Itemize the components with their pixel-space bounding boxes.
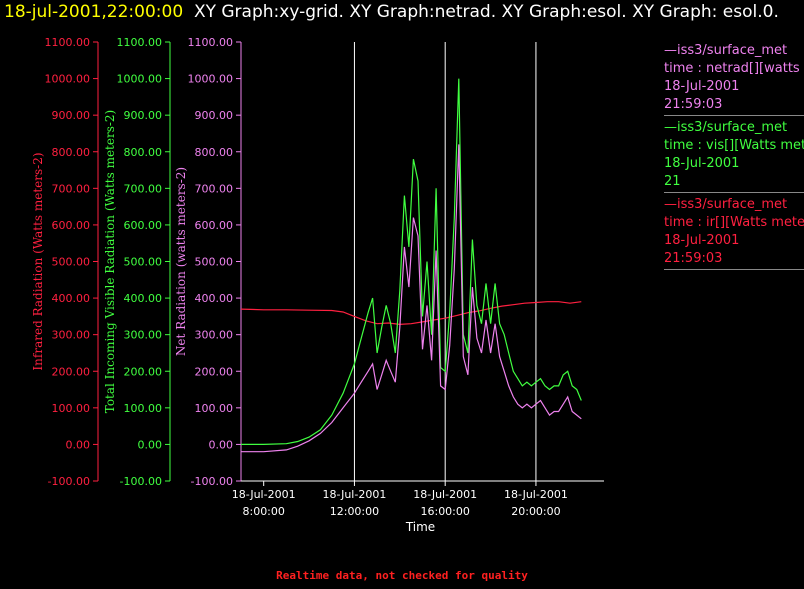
y-tick-label: 300.00 — [124, 329, 163, 342]
x-axis-title: Time — [405, 520, 435, 534]
y-tick-label: 900.00 — [52, 109, 91, 122]
series-line-vis — [241, 78, 582, 445]
y-tick-label: 500.00 — [195, 256, 234, 269]
y-tick-label: 600.00 — [52, 219, 91, 232]
y-tick-label: 1100.00 — [45, 36, 91, 49]
y-tick-label: 200.00 — [124, 365, 163, 378]
y-tick-label: 100.00 — [52, 402, 91, 415]
header-timestamp: 18-jul-2001,22:00:00 — [4, 2, 184, 22]
y-tick-label: 800.00 — [52, 146, 91, 159]
y-axis-title: Infrared Radiation (Watts meters-2) — [31, 152, 45, 370]
y-tick-label: 800.00 — [124, 146, 163, 159]
legend-time: 21:59:03 — [664, 251, 723, 266]
y-tick-label: 500.00 — [52, 256, 91, 269]
legend-date: 18-Jul-2001 — [664, 79, 740, 94]
y-tick-label: 700.00 — [124, 182, 163, 195]
legend-date: 18-Jul-2001 — [664, 156, 740, 171]
x-tick-date: 18-Jul-2001 — [232, 488, 296, 501]
y-tick-label: 0.00 — [138, 438, 163, 451]
x-tick-date: 18-Jul-2001 — [413, 488, 477, 501]
y-tick-label: 900.00 — [124, 109, 163, 122]
y-tick-label: 1000.00 — [45, 73, 91, 86]
series-line-net — [241, 144, 582, 453]
header-graph-list: XY Graph:xy-grid. XY Graph:netrad. XY Gr… — [193, 2, 779, 22]
legend-source: —iss3/surface_met — [664, 120, 788, 135]
y-tick-label: -100.00 — [191, 475, 233, 488]
y-tick-label: 0.00 — [209, 438, 234, 451]
y-tick-label: 200.00 — [195, 365, 234, 378]
y-axis-title: Net Radiation (watts meters-2) — [174, 167, 188, 356]
y-tick-label: 500.00 — [124, 256, 163, 269]
legend-field: time : ir[][Watts meters-2] — [664, 215, 804, 230]
y-tick-label: 300.00 — [52, 329, 91, 342]
legend-field: time : netrad[][watts meters-2] — [664, 61, 804, 76]
y-tick-label: 700.00 — [195, 182, 234, 195]
y-tick-label: 1100.00 — [117, 36, 163, 49]
y-tick-label: 600.00 — [124, 219, 163, 232]
y-tick-label: 700.00 — [52, 182, 91, 195]
y-tick-label: 100.00 — [195, 402, 234, 415]
y-tick-label: 1000.00 — [117, 73, 163, 86]
y-tick-label: 800.00 — [195, 146, 234, 159]
quality-note: Realtime data, not checked for quality — [276, 569, 528, 582]
x-tick-time: 20:00:00 — [511, 505, 560, 518]
x-tick-time: 12:00:00 — [330, 505, 379, 518]
legend-time: 21:59:03 — [664, 97, 723, 112]
y-tick-label: 1000.00 — [188, 73, 234, 86]
y-tick-label: 0.00 — [66, 438, 91, 451]
legend-date: 18-Jul-2001 — [664, 233, 740, 248]
y-tick-label: 400.00 — [52, 292, 91, 305]
legend-source: —iss3/surface_met — [664, 43, 788, 58]
y-tick-label: 200.00 — [52, 365, 91, 378]
y-tick-label: 900.00 — [195, 109, 234, 122]
y-tick-label: 100.00 — [124, 402, 163, 415]
legend-time: 21 — [664, 174, 681, 189]
y-tick-label: 600.00 — [195, 219, 234, 232]
y-tick-label: 400.00 — [195, 292, 234, 305]
y-tick-label: -100.00 — [120, 475, 162, 488]
y-axis-title: Total Incoming Visible Radiation (Watts … — [103, 110, 117, 414]
y-tick-label: 400.00 — [124, 292, 163, 305]
x-tick-time: 8:00:00 — [242, 505, 284, 518]
legend-field: time : vis[][Watts meters-2] — [664, 138, 804, 153]
chart-header: 18-jul-2001,22:00:00 XY Graph:xy-grid. X… — [4, 2, 804, 23]
y-tick-label: 300.00 — [195, 329, 234, 342]
series-line-ir — [240, 301, 582, 326]
x-tick-time: 16:00:00 — [420, 505, 469, 518]
y-tick-label: -100.00 — [48, 475, 90, 488]
x-tick-date: 18-Jul-2001 — [504, 488, 568, 501]
legend-source: —iss3/surface_met — [664, 197, 788, 212]
y-tick-label: 1100.00 — [188, 36, 234, 49]
x-tick-date: 18-Jul-2001 — [323, 488, 387, 501]
